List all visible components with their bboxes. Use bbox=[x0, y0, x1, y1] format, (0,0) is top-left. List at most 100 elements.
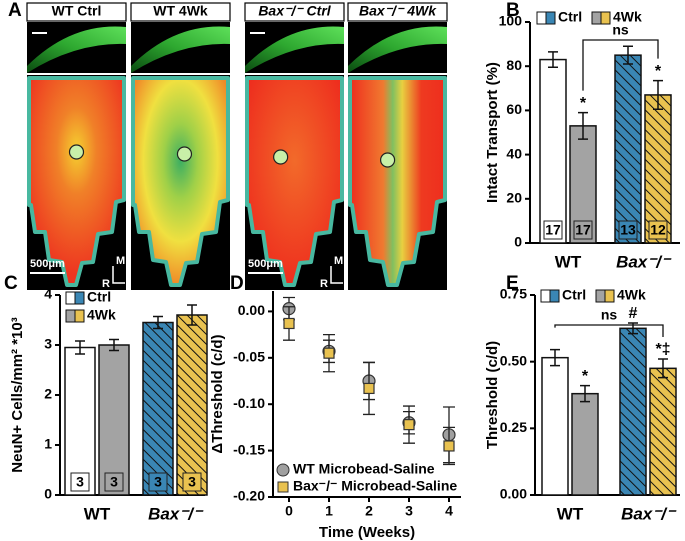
significance-mark: # bbox=[629, 305, 638, 322]
y-tick-label: 0 bbox=[44, 486, 52, 502]
optic-nerve-head bbox=[68, 144, 85, 160]
legend-label: Ctrl bbox=[558, 9, 582, 25]
bar bbox=[541, 356, 569, 496]
error-bar bbox=[580, 384, 590, 403]
optic-nerve-head bbox=[176, 146, 193, 162]
n-box bbox=[182, 472, 202, 492]
n-label: 17 bbox=[545, 222, 561, 238]
retina-section bbox=[131, 26, 230, 73]
n-box bbox=[543, 220, 563, 240]
n-label: 3 bbox=[188, 474, 196, 490]
n-label: 13 bbox=[620, 222, 636, 238]
bracket bbox=[554, 324, 664, 337]
bar bbox=[98, 344, 130, 496]
optic-nerve-head bbox=[380, 152, 396, 168]
error-bar bbox=[578, 111, 588, 140]
n-box bbox=[573, 220, 593, 240]
legend-swatch bbox=[540, 289, 551, 303]
error-bar bbox=[548, 51, 558, 69]
legend-swatch bbox=[591, 11, 602, 25]
legend-label: Ctrl bbox=[87, 289, 111, 305]
image-label-box bbox=[26, 2, 127, 22]
panel-letter: C bbox=[4, 273, 18, 294]
retina-section bbox=[348, 26, 447, 73]
x-tick-label: Bax⁻/⁻ bbox=[148, 504, 204, 523]
legend-label: 4Wk bbox=[613, 9, 642, 25]
significance-mark: * bbox=[582, 368, 589, 385]
bar bbox=[539, 58, 567, 244]
error-bar bbox=[75, 340, 85, 355]
n-label: 3 bbox=[76, 474, 84, 490]
x-tick-label: Bax⁻/⁻ bbox=[621, 504, 677, 523]
significance-mark: * bbox=[580, 95, 587, 112]
n-box bbox=[104, 472, 124, 492]
y-axis-label: ΔThreshold (c/d) bbox=[209, 334, 226, 453]
panel-letter: A bbox=[8, 0, 22, 21]
y-tick-label: 0.50 bbox=[500, 352, 527, 368]
legend-swatch bbox=[74, 309, 85, 323]
legend-swatch bbox=[600, 11, 611, 25]
y-tick-label: 0.25 bbox=[500, 419, 527, 435]
point bbox=[403, 419, 415, 431]
n-box bbox=[648, 220, 668, 240]
x-tick-label: 2 bbox=[365, 503, 373, 519]
y-tick-label: 0.00 bbox=[238, 302, 265, 318]
y-tick-label: 20 bbox=[506, 190, 522, 206]
legend-marker bbox=[276, 463, 290, 477]
n-label: 3 bbox=[110, 474, 118, 490]
legend-label: 4Wk bbox=[87, 307, 116, 323]
legend-marker bbox=[277, 481, 289, 493]
y-tick-label: 3 bbox=[44, 336, 52, 352]
y-tick-label: 0.00 bbox=[500, 486, 527, 502]
x-tick-label: WT bbox=[84, 504, 111, 523]
orientation-label: M bbox=[334, 255, 343, 267]
y-tick-label: 40 bbox=[506, 145, 522, 161]
orientation-arrow bbox=[330, 266, 343, 284]
bar bbox=[176, 314, 208, 496]
image-label: WT Ctrl bbox=[52, 3, 102, 19]
significance-mark: *‡ bbox=[655, 341, 670, 358]
bar bbox=[649, 367, 677, 496]
y-tick-label: 1 bbox=[44, 436, 52, 452]
y-axis-label: Threshold (c/d) bbox=[484, 341, 501, 449]
bar bbox=[644, 94, 672, 244]
bar bbox=[614, 54, 642, 244]
scale-label: 500μm bbox=[248, 258, 283, 270]
legend-swatch bbox=[536, 11, 547, 25]
retina-section bbox=[27, 26, 126, 73]
y-tick-label: 4 bbox=[44, 286, 52, 302]
x-axis-label: Time (Weeks) bbox=[319, 524, 415, 541]
orientation-label: R bbox=[320, 278, 328, 290]
image-label: Bax⁻/⁻ Ctrl bbox=[258, 3, 331, 19]
error-bar bbox=[153, 315, 163, 330]
error-bar bbox=[550, 348, 560, 367]
legend-swatch bbox=[65, 309, 76, 323]
panel-letter: B bbox=[506, 0, 520, 21]
heatmap bbox=[245, 76, 344, 287]
orientation-label: M bbox=[116, 255, 125, 267]
error-bar bbox=[187, 304, 197, 326]
error-bar bbox=[623, 45, 633, 65]
point bbox=[363, 382, 375, 395]
bracket bbox=[582, 39, 659, 91]
optic-nerve-head bbox=[273, 149, 289, 165]
y-tick-label: -0.15 bbox=[233, 441, 265, 457]
x-tick-label: Bax⁻/⁻ bbox=[616, 252, 672, 271]
orientation-label: R bbox=[102, 278, 110, 290]
y-axis-label: Intact Transport (%) bbox=[484, 62, 501, 203]
x-tick-label: WT bbox=[557, 504, 584, 523]
y-tick-label: 80 bbox=[506, 57, 522, 73]
point bbox=[443, 440, 455, 452]
panel-letter: E bbox=[506, 273, 519, 294]
y-tick-label: 60 bbox=[506, 101, 522, 117]
bar bbox=[64, 346, 96, 496]
error-bar bbox=[109, 338, 119, 352]
n-box bbox=[148, 472, 168, 492]
n-box bbox=[618, 220, 638, 240]
image-label-box bbox=[244, 2, 345, 22]
bracket-label: ns bbox=[601, 307, 618, 323]
legend-swatch bbox=[549, 289, 560, 303]
legend-label: Bax⁻/⁻ Microbead-Saline bbox=[293, 478, 457, 494]
legend-swatch bbox=[545, 11, 556, 25]
legend-swatch bbox=[74, 291, 85, 305]
